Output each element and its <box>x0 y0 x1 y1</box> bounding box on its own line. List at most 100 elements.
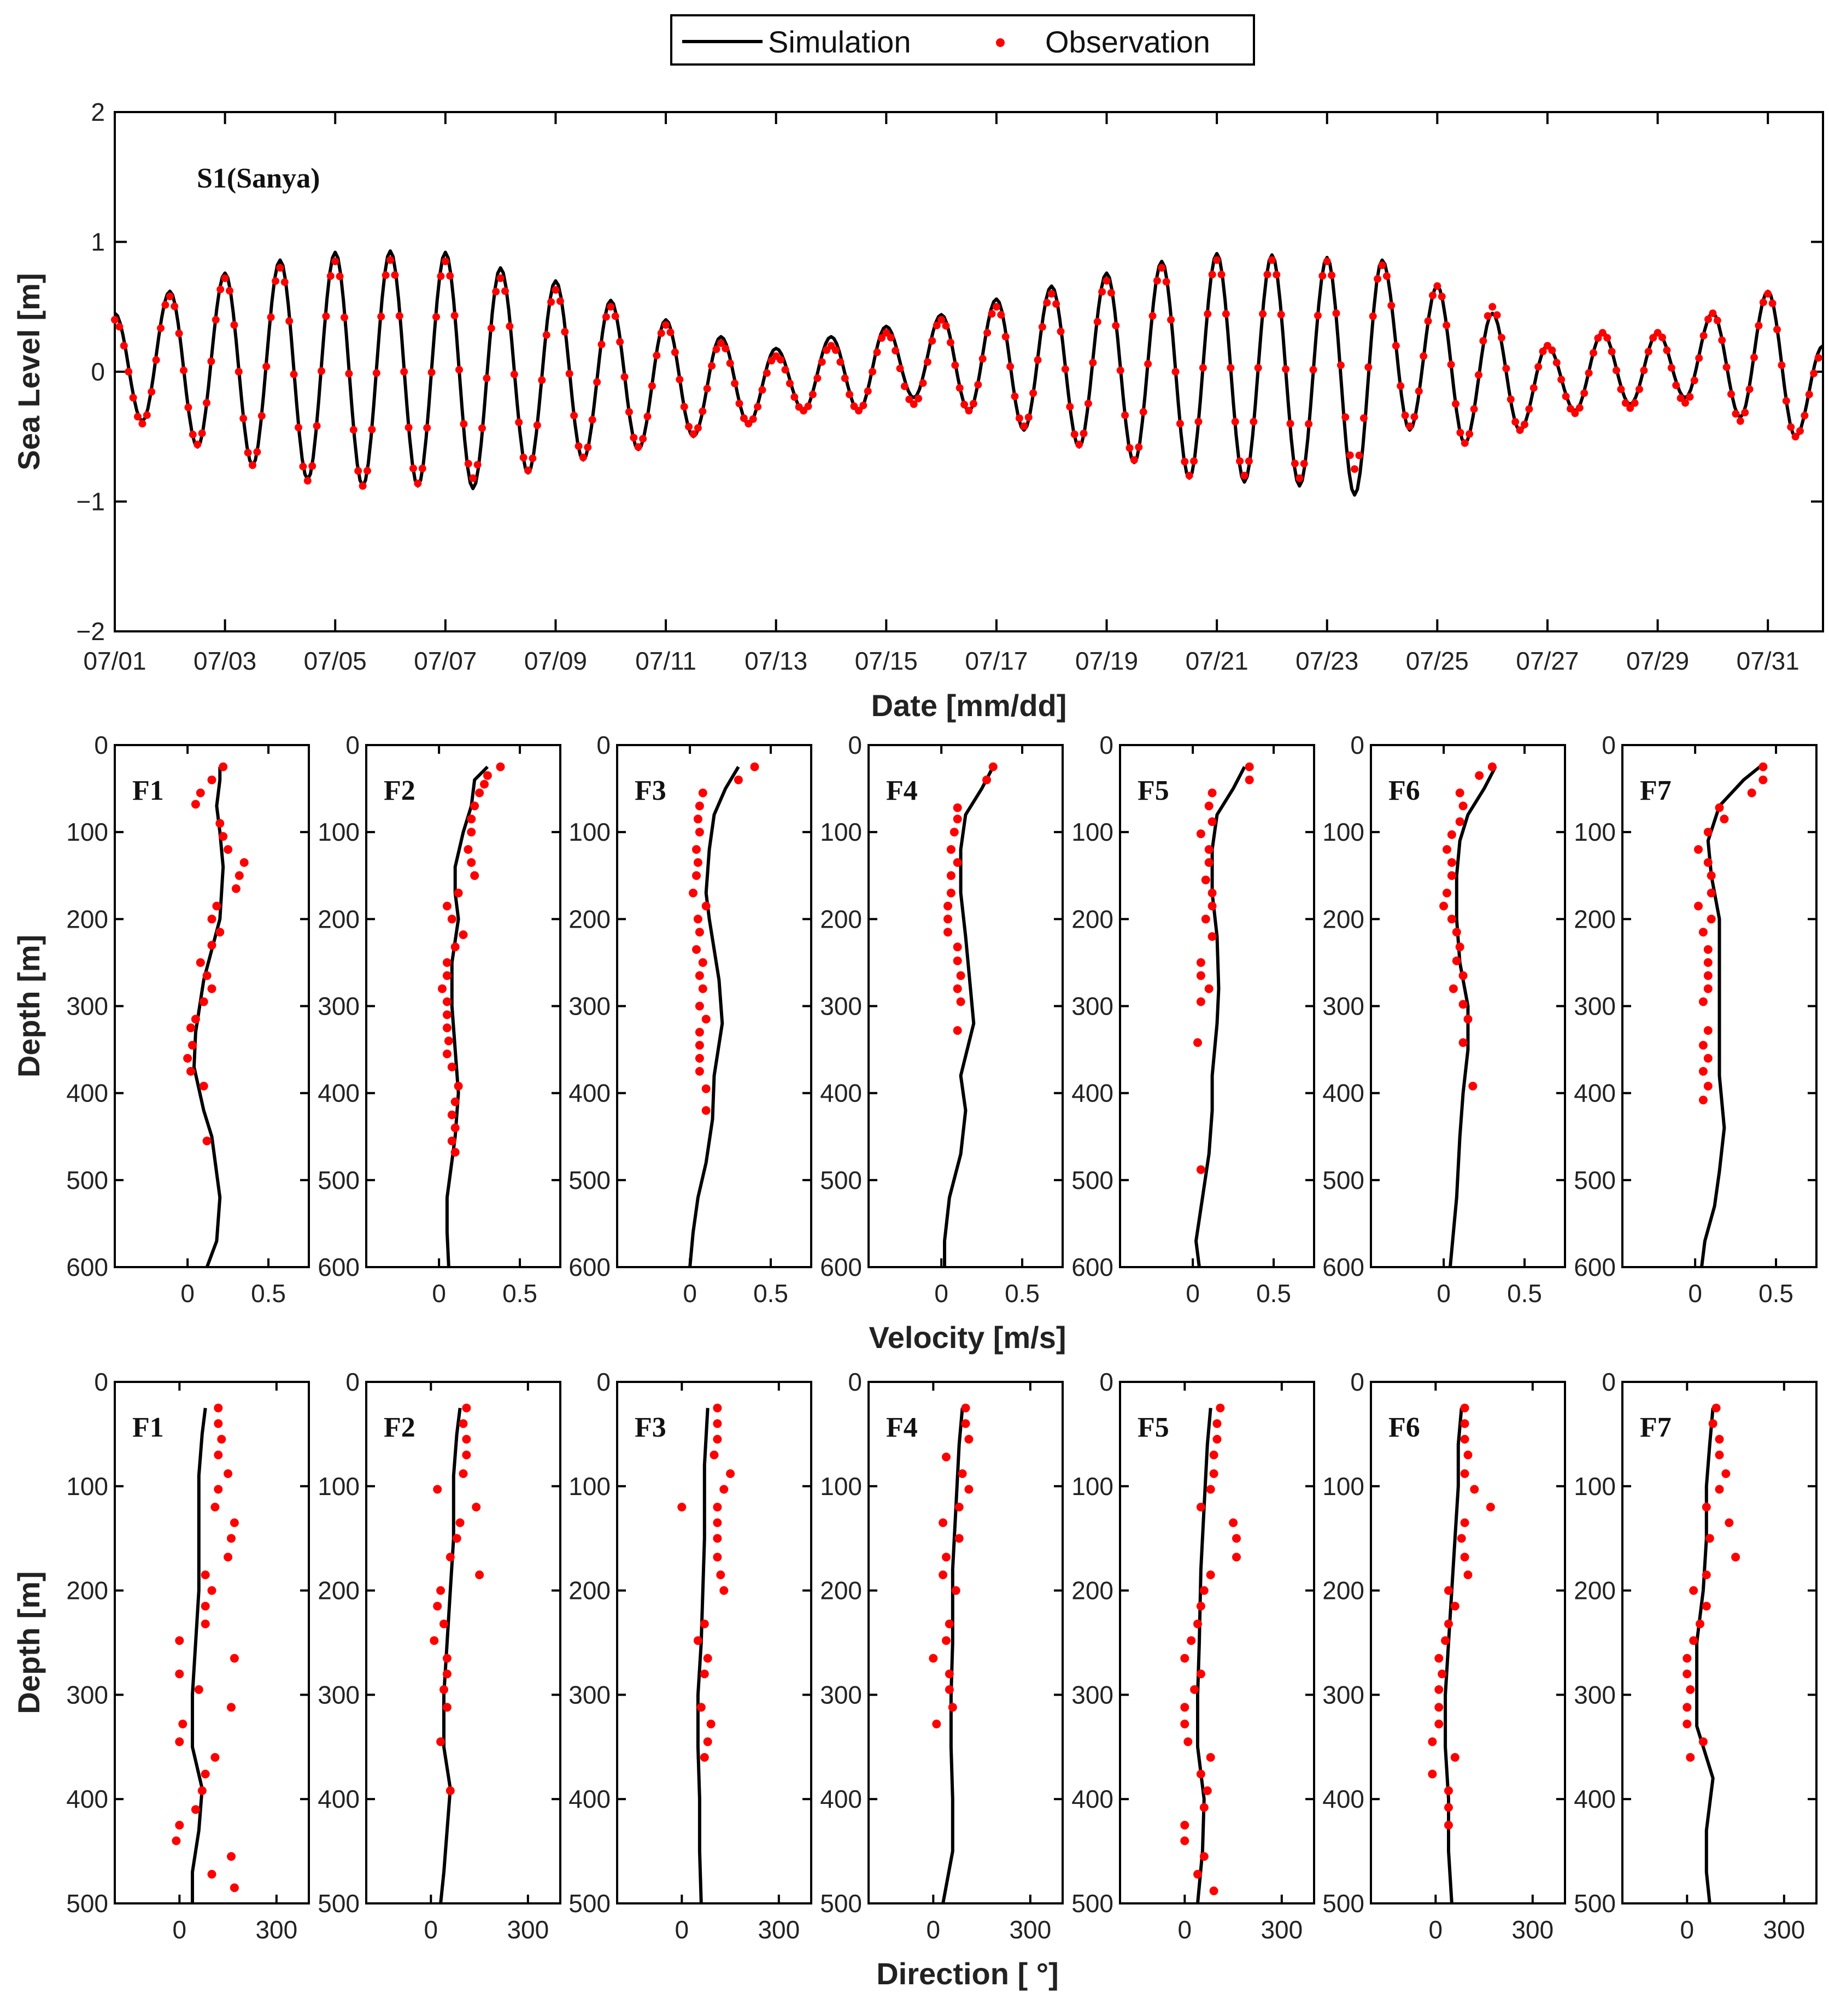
observation-point <box>1758 775 1768 784</box>
observation-point <box>1711 1403 1721 1413</box>
observation-point <box>501 287 509 295</box>
observation-point <box>1206 1570 1215 1579</box>
observation-point <box>1488 303 1497 311</box>
observation-point <box>942 322 950 330</box>
observation-point <box>1694 901 1703 911</box>
observation-point <box>877 334 886 342</box>
velocity-profiles: 0 100 200 300 400 500 600 0 0.5 F1 0 100 200 300 400 50… <box>11 731 1818 1355</box>
observation-point <box>1460 1434 1469 1444</box>
y-tick-label: 500 <box>1071 1889 1113 1918</box>
observation-point <box>1207 817 1217 827</box>
observation-point <box>719 1485 729 1494</box>
observation-point <box>854 407 863 415</box>
observation-point <box>1707 888 1716 898</box>
observation-point <box>1213 256 1221 264</box>
observation-point <box>194 1685 203 1694</box>
observation-points <box>111 256 1822 490</box>
observation-point <box>1683 1719 1692 1728</box>
observation-point <box>1575 404 1584 412</box>
observation-point <box>1814 354 1822 362</box>
observation-point <box>731 379 739 388</box>
observation-point <box>1460 1403 1469 1413</box>
observation-points <box>1193 762 1254 1174</box>
observation-point <box>882 329 890 337</box>
observation-point <box>210 1753 220 1762</box>
x-tick-label: 0 <box>1186 1279 1200 1308</box>
observation-point <box>1699 332 1708 340</box>
observation-point <box>1415 387 1423 395</box>
y-tick-label: 600 <box>820 1253 862 1281</box>
observation-point <box>703 384 711 392</box>
observation-point <box>1649 334 1657 342</box>
profile-panel-f2: 0 100 200 300 400 500 600 0 0.5 F2 <box>318 731 561 1308</box>
panel-frame <box>1370 1381 1566 1904</box>
observation-point <box>244 449 252 457</box>
observation-point <box>341 313 348 321</box>
x-tick-label: 0 <box>1429 1915 1443 1944</box>
panel-frame <box>616 1381 812 1904</box>
observation-point <box>201 1619 210 1628</box>
observation-point <box>290 370 298 378</box>
observation-point <box>953 858 962 867</box>
observation-point <box>1351 465 1359 473</box>
observation-point <box>1286 420 1294 427</box>
observation-point <box>949 828 959 837</box>
profile-panel-f1: 0 100 200 300 400 500 0 300 F1 <box>66 1368 310 1944</box>
observation-point <box>409 464 417 472</box>
observation-point <box>713 1518 722 1527</box>
simulation-line <box>1449 766 1497 1268</box>
observation-point <box>331 257 339 266</box>
observation-point <box>472 1503 481 1511</box>
observation-point <box>561 328 569 336</box>
observation-point <box>201 1769 210 1779</box>
x-tick-label: 0.5 <box>251 1279 286 1308</box>
observation-point <box>442 1050 452 1058</box>
observation-point <box>1130 456 1138 464</box>
observation-point <box>470 801 479 811</box>
observation-point <box>1534 363 1543 371</box>
observation-point <box>939 1570 948 1579</box>
x-tick-label: 0 <box>180 1279 195 1308</box>
y-tick-label: 0 <box>596 731 611 759</box>
observation-point <box>960 401 969 409</box>
observation-point <box>701 1106 711 1115</box>
observation-point <box>1782 397 1790 405</box>
observation-point <box>1452 400 1459 408</box>
observation-point <box>625 408 633 416</box>
y-tick-label: 500 <box>318 1889 360 1918</box>
observation-point <box>1511 418 1520 426</box>
observation-point <box>1450 1753 1459 1762</box>
y-tick-label: 200 <box>318 1577 360 1605</box>
observation-point <box>1613 366 1620 374</box>
observation-point <box>442 971 452 980</box>
observation-point <box>713 1552 722 1562</box>
observation-point <box>318 367 325 375</box>
observation-point <box>1263 271 1271 279</box>
observation-point <box>1470 1485 1479 1494</box>
y-tick-label: 500 <box>820 1166 862 1194</box>
observation-point <box>1698 928 1708 937</box>
observation-point <box>1698 997 1708 1006</box>
y-tick-label: 100 <box>1322 1472 1364 1501</box>
observation-point <box>928 337 936 345</box>
observation-point <box>662 321 670 329</box>
observation-point <box>1196 1602 1205 1611</box>
observation-point <box>1112 321 1120 330</box>
simulation-line <box>943 766 995 1267</box>
simulation-line <box>1194 766 1246 1268</box>
observation-point <box>1245 457 1253 465</box>
simulation-line <box>192 766 225 1268</box>
observation-point <box>1447 871 1456 880</box>
profile-panel-f4: 0 100 200 300 400 500 0 300 F4 <box>820 1368 1064 1944</box>
observation-point <box>698 958 707 967</box>
panel-label: F2 <box>384 775 415 806</box>
plot-frame <box>114 111 1824 632</box>
observation-point <box>1196 997 1205 1006</box>
observation-point <box>462 1450 471 1460</box>
observation-point <box>1768 300 1777 307</box>
observation-point <box>1176 420 1184 427</box>
observation-point <box>1683 1703 1692 1712</box>
observation-point <box>1654 329 1662 337</box>
observation-point <box>982 775 991 784</box>
observation-point <box>695 801 704 811</box>
